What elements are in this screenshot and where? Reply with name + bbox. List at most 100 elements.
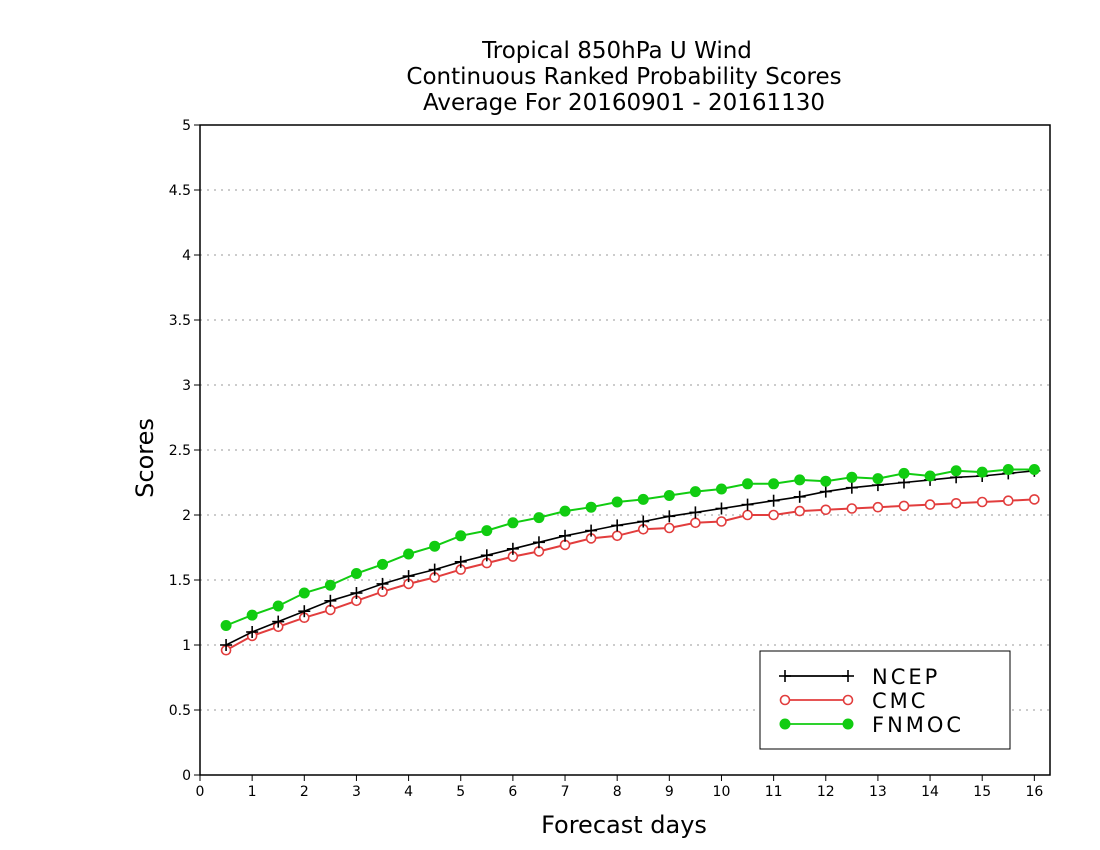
point-ncep-17 <box>663 510 676 523</box>
point-cmc-27 <box>924 499 936 510</box>
point-fnmoc-28 <box>950 465 962 477</box>
legend-item-ncep: NCEP <box>779 665 940 689</box>
y-tick-label-5: 2.5 <box>169 443 191 459</box>
point-fnmoc-2 <box>272 600 284 612</box>
point-cmc-20 <box>742 509 753 521</box>
y-tick-label-10: 5 <box>182 118 191 134</box>
point-cmc-17 <box>664 522 675 534</box>
point-fnmoc-15 <box>611 496 623 508</box>
point-ncep-4 <box>324 594 337 607</box>
point-fnmoc-17 <box>663 490 675 501</box>
point-fnmoc-6 <box>377 558 389 570</box>
legend-marker-end-ncep <box>842 670 854 682</box>
legend-marker-start-ncep <box>779 670 791 682</box>
point-fnmoc-14 <box>585 501 597 513</box>
x-tick-label-0: 0 <box>196 784 205 800</box>
y-tick-label-7: 3.5 <box>169 313 191 329</box>
point-ncep-14 <box>585 524 598 537</box>
point-cmc-29 <box>976 496 988 508</box>
point-fnmoc-18 <box>689 486 701 498</box>
series-line-ncep <box>225 470 1035 646</box>
point-ncep-23 <box>819 485 832 498</box>
point-ncep-3 <box>298 605 311 618</box>
legend-marker-end-cmc <box>842 694 854 706</box>
point-ncep-12 <box>532 536 545 549</box>
series-line-cmc <box>225 498 1035 652</box>
point-fnmoc-5 <box>350 568 362 579</box>
x-axis-label: Forecast days <box>541 811 707 839</box>
x-tick-label-12: 12 <box>817 784 835 800</box>
x-axis: 0 1 2 3 4 5 6 7 8 9 10 11 12 13 14 15 16 <box>196 775 1043 800</box>
y-axis: 0 0.5 1 1.5 2 2.5 3 3.5 4 4.5 5 <box>169 118 200 784</box>
point-fnmoc-12 <box>533 512 545 524</box>
series-ncep <box>220 464 1041 651</box>
title-line-2: Continuous Ranked Probability Scores <box>406 64 841 90</box>
x-tick-label-8: 8 <box>613 784 622 800</box>
x-tick-label-2: 2 <box>300 784 309 800</box>
point-ncep-7 <box>402 570 415 583</box>
x-tick-label-5: 5 <box>456 784 465 800</box>
legend-item-fnmoc: FNMOC <box>779 713 964 737</box>
legend-item-cmc: CMC <box>779 689 925 713</box>
x-tick-label-9: 9 <box>665 784 674 800</box>
legend-marker-start-cmc <box>779 694 791 706</box>
x-tick-label-13: 13 <box>869 784 887 800</box>
point-ncep-2 <box>272 615 285 628</box>
point-fnmoc-29 <box>976 466 988 478</box>
point-fnmoc-22 <box>794 474 806 486</box>
legend-marker-start-fnmoc <box>779 718 791 730</box>
point-fnmoc-9 <box>455 530 467 542</box>
point-cmc-24 <box>846 503 858 514</box>
point-cmc-30 <box>1002 495 1014 507</box>
point-fnmoc-7 <box>403 548 415 560</box>
point-fnmoc-4 <box>324 579 336 591</box>
point-ncep-22 <box>793 490 806 503</box>
x-tick-label-7: 7 <box>561 784 570 800</box>
legend-label-fnmoc: FNMOC <box>872 713 964 737</box>
y-tick-label-2: 1 <box>182 638 191 654</box>
y-tick-label-8: 4 <box>182 248 191 264</box>
point-fnmoc-10 <box>481 525 493 537</box>
point-fnmoc-11 <box>507 517 519 529</box>
y-tick-label-4: 2 <box>182 508 191 524</box>
x-tick-label-4: 4 <box>404 784 413 800</box>
chart-title: Tropical 850hPa U Wind Continuous Ranked… <box>406 38 841 116</box>
x-tick-label-16: 16 <box>1025 784 1043 800</box>
point-fnmoc-26 <box>898 467 910 479</box>
point-fnmoc-27 <box>924 470 936 482</box>
point-cmc-26 <box>898 500 910 512</box>
point-fnmoc-0 <box>220 620 232 631</box>
x-tick-label-1: 1 <box>248 784 257 800</box>
legend-label-ncep: NCEP <box>872 665 940 689</box>
point-ncep-20 <box>741 498 754 511</box>
point-cmc-25 <box>872 501 884 513</box>
point-cmc-31 <box>1029 494 1040 505</box>
point-fnmoc-24 <box>846 471 858 483</box>
point-fnmoc-16 <box>637 493 649 505</box>
series-fnmoc <box>220 464 1040 631</box>
point-ncep-18 <box>689 506 702 519</box>
title-line-3: Average For 20160901 - 20161130 <box>423 90 825 116</box>
point-fnmoc-23 <box>820 475 832 487</box>
point-ncep-15 <box>611 519 624 532</box>
x-tick-label-10: 10 <box>713 784 731 800</box>
point-cmc-28 <box>950 497 962 509</box>
legend-marker-end-fnmoc <box>842 718 854 730</box>
point-fnmoc-19 <box>715 483 727 495</box>
point-ncep-21 <box>767 494 780 507</box>
point-fnmoc-31 <box>1028 464 1040 475</box>
y-tick-label-6: 3 <box>182 378 191 394</box>
point-cmc-15 <box>611 530 623 542</box>
point-ncep-5 <box>350 587 363 599</box>
series-line-fnmoc <box>225 468 1035 627</box>
x-tick-label-6: 6 <box>508 784 517 800</box>
point-ncep-19 <box>715 502 728 515</box>
point-cmc-22 <box>794 505 805 517</box>
point-fnmoc-1 <box>246 609 258 621</box>
y-tick-label-1: 0.5 <box>169 703 191 719</box>
point-ncep-11 <box>506 542 519 555</box>
point-ncep-9 <box>454 555 467 568</box>
point-cmc-19 <box>716 516 727 527</box>
